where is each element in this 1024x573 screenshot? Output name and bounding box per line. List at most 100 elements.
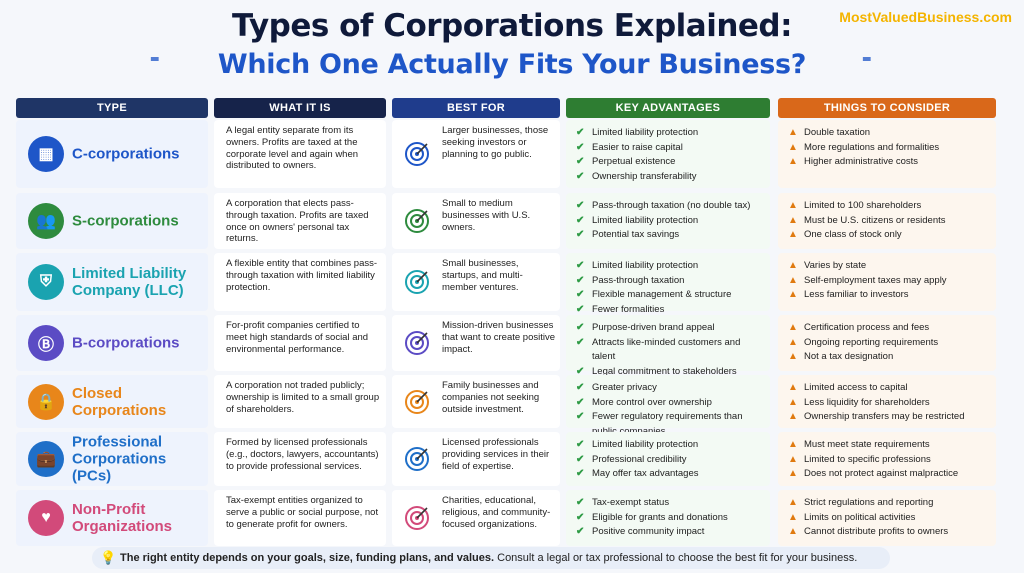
adv-cell: ✔ Purpose-driven brand appeal ✔ Attracts li… [566, 315, 770, 377]
check-icon: ✔ [576, 511, 585, 523]
warning-icon: ▲ [788, 439, 798, 450]
con-text: Must meet state requirements [804, 439, 930, 450]
adv-item: ✔ Professional credibility [576, 453, 766, 468]
adv-text: Limited liability protection [592, 439, 699, 450]
con-list: ▲ Double taxation ▲ More regulations and fo… [788, 126, 992, 170]
check-icon: ✔ [576, 200, 585, 211]
adv-text: Ownership transferability [592, 170, 697, 182]
check-icon: ✔ [576, 396, 585, 408]
header-type: TYPE [16, 98, 208, 118]
con-cell: ▲ Certification process and fees ▲ Ongoing … [778, 315, 996, 371]
con-cell: ▲ Must meet state requirements ▲ Limited to… [778, 432, 996, 486]
adv-list: ✔ Tax-exempt status ✔ Eligible for grants a… [576, 496, 766, 540]
con-list: ▲ Limited access to capital ▲ Less liquidit… [788, 381, 992, 425]
warning-icon: ▲ [788, 382, 798, 393]
adv-item: ✔ Perpetual existence [576, 155, 766, 170]
type-cell[interactable]: ▦ C-corporations [16, 120, 208, 188]
con-item: ▲ Limited to 100 shareholders [788, 199, 992, 214]
check-icon: ✔ [576, 127, 585, 138]
check-icon: ✔ [576, 214, 585, 226]
check-icon: ✔ [576, 411, 585, 422]
adv-item: ✔ Limited liability protection [576, 259, 766, 274]
con-item: ▲ Certification process and fees [788, 321, 992, 336]
check-icon: ✔ [576, 382, 585, 393]
footer-bold: The right entity depends on your goals, … [120, 552, 495, 564]
check-icon: ✔ [576, 468, 585, 479]
con-text: Certification process and fees [804, 322, 930, 333]
what-text: For-profit companies certified to meet h… [226, 320, 369, 355]
check-icon: ✔ [576, 260, 585, 271]
adv-text: May offer tax advantages [592, 468, 699, 479]
adv-text: Tax-exempt status [592, 497, 670, 508]
con-text: Limits on political activities [804, 511, 916, 523]
best-cell: Charities, educational, religious, and c… [392, 490, 560, 546]
adv-text: Positive community impact [592, 526, 705, 537]
header-adv: KEY ADVANTAGES [566, 98, 770, 118]
what-text: A corporation not traded publicly; owner… [226, 380, 380, 415]
what-cell: A legal entity separate from its owners.… [214, 120, 386, 188]
brand-label[interactable]: MostValuedBusiness.com [839, 9, 1012, 25]
con-item: ▲ Not a tax designation [788, 350, 992, 365]
footer-rest: Consult a legal or tax professional to c… [494, 552, 858, 564]
con-item: ▲ Does not protect against malpractice [788, 467, 992, 482]
warning-icon: ▲ [788, 214, 798, 226]
con-text: One class of stock only [804, 229, 902, 240]
best-cell: Small to medium businesses with U.S. own… [392, 193, 560, 249]
con-text: Ongoing reporting requirements [804, 336, 939, 348]
briefcase-icon: 💼 [28, 441, 64, 477]
adv-text: Fewer formalities [592, 303, 665, 315]
con-item: ▲ Limits on political activities [788, 511, 992, 526]
con-text: Strict regulations and reporting [804, 497, 934, 508]
type-name: S-corporations [72, 212, 179, 230]
table-row: 👥 S-corporations A corporation that elec… [16, 193, 996, 249]
adv-item: ✔ Fewer formalities [576, 303, 766, 318]
best-cell: Small businesses, startups, and multi-me… [392, 253, 560, 311]
check-icon: ✔ [576, 336, 585, 348]
adv-item: ✔ Greater privacy [576, 381, 766, 396]
type-cell[interactable]: ⛨ Limited Liability Company (LLC) [16, 253, 208, 311]
lock-icon: 🔒 [28, 383, 64, 420]
con-item: ▲ Varies by state [788, 259, 992, 274]
best-cell: Family businesses and companies not seek… [392, 375, 560, 428]
target-icon [405, 209, 429, 233]
con-item: ▲ Must meet state requirements [788, 438, 992, 453]
type-cell[interactable]: 💼 Professional Corporations (PCs) [16, 432, 208, 486]
warning-icon: ▲ [788, 322, 798, 333]
adv-cell: ✔ Pass-through taxation (no double tax) ✔ L… [566, 193, 770, 249]
best-cell: Mission-driven businesses that want to c… [392, 315, 560, 371]
con-text: Not a tax designation [804, 351, 894, 362]
type-cell[interactable]: ♥ Non-Profit Organizations [16, 490, 208, 546]
what-text: Formed by licensed professionals (e.g., … [226, 437, 379, 472]
check-icon: ✔ [576, 274, 585, 286]
warning-icon: ▲ [788, 526, 798, 537]
adv-cell: ✔ Limited liability protection ✔ Profession… [566, 432, 770, 486]
adv-text: Attracts like-minded customers and talen… [592, 336, 741, 363]
adv-item: ✔ Limited liability protection [576, 126, 766, 141]
type-cell[interactable]: 👥 S-corporations [16, 193, 208, 249]
adv-list: ✔ Limited liability protection ✔ Pass-throu… [576, 259, 766, 317]
con-item: ▲ Limited to specific professions [788, 453, 992, 468]
sparkle-left-icon: ⁼ [150, 52, 160, 72]
adv-list: ✔ Purpose-driven brand appeal ✔ Attracts li… [576, 321, 766, 379]
check-icon: ✔ [576, 322, 585, 333]
adv-text: Flexible management & structure [592, 289, 732, 300]
type-name: B-corporations [72, 334, 180, 352]
con-text: Cannot distribute profits to owners [804, 526, 949, 537]
heart-hands-icon: ♥ [28, 500, 64, 536]
target-icon [405, 331, 429, 355]
con-text: Ownership transfers may be restricted [804, 411, 965, 422]
what-text: A flexible entity that combines pass-thr… [226, 258, 378, 293]
con-list: ▲ Must meet state requirements ▲ Limited to… [788, 438, 992, 482]
check-icon: ✔ [576, 497, 585, 508]
adv-text: Perpetual existence [592, 156, 676, 167]
con-text: Does not protect against malpractice [804, 468, 959, 479]
target-icon [405, 270, 429, 294]
type-cell[interactable]: Ⓑ B-corporations [16, 315, 208, 371]
adv-item: ✔ Eligible for grants and donations [576, 511, 766, 526]
type-cell[interactable]: 🔒 Closed Corporations [16, 375, 208, 428]
con-text: Limited to 100 shareholders [804, 200, 922, 211]
target-icon [405, 142, 429, 166]
warning-icon: ▲ [788, 141, 798, 153]
adv-item: ✔ More control over ownership [576, 396, 766, 411]
con-list: ▲ Strict regulations and reporting ▲ Limits… [788, 496, 992, 540]
